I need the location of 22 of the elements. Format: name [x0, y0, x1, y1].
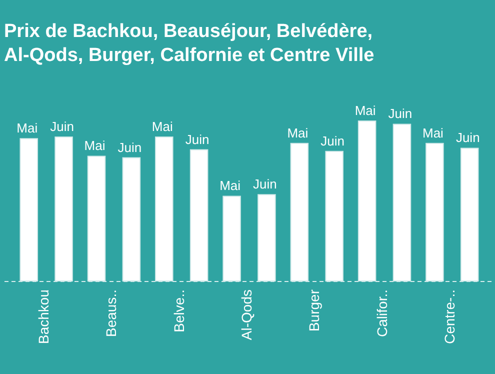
x-tick-label: Bachkou	[36, 290, 52, 344]
text: Mai	[220, 178, 241, 194]
x-tick-label: Al-Qods	[238, 290, 254, 340]
text: Mai	[152, 119, 173, 134]
series-label: Juin	[118, 140, 142, 155]
text: Juin	[185, 132, 210, 147]
text: Juin	[456, 130, 480, 146]
text: Mai	[422, 125, 444, 140]
text: Juin	[388, 106, 412, 122]
text: Juin	[253, 176, 277, 192]
x-tick-label: Beaus..	[103, 290, 120, 337]
series-label: Mai	[16, 120, 38, 136]
text: Mai	[354, 103, 376, 118]
text: Juin	[50, 119, 74, 134]
chart-title: Prix de Bachkou, Beauséjour, Belvédère, Al-Qods, Burger, Calfornie et Centre Ville	[4, 21, 374, 66]
text: Juin	[320, 133, 345, 148]
x-tick-label: Burger	[306, 289, 322, 332]
x-tick-label: Belve..	[170, 290, 187, 332]
text: Mai	[84, 138, 106, 154]
text: Mai	[287, 125, 308, 140]
x-tick-label: Centre-..	[441, 290, 458, 344]
x-tick-label: Califor..	[374, 290, 390, 337]
